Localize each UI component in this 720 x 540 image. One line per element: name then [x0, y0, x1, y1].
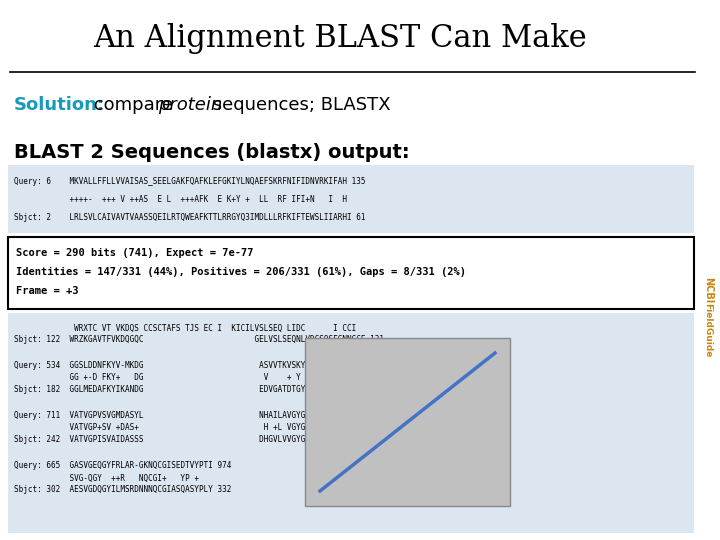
Text: Query: 711  VATVGPVSVGMDASYL                         NHAILAVGYGTENGKDYVLIKKSW 83: Query: 711 VATVGPVSVGMDASYL NHAILAVGYGTE…	[14, 410, 389, 420]
FancyBboxPatch shape	[305, 338, 510, 506]
Text: Sbjct: 2    LRLSVLCAIVAVTVAASSQEILRTQWEAFKTTLRRGYQ3IMDLLLRFKIFTEWSLIIARHI 61: Sbjct: 2 LRLSVLCAIVAVTVAASSQEILRTQWEAFKT…	[14, 213, 366, 222]
Text: Score = 290 bits (741), Expect = 7e-77: Score = 290 bits (741), Expect = 7e-77	[16, 248, 253, 258]
Text: Solution:: Solution:	[14, 96, 105, 114]
Text: protein: protein	[158, 96, 222, 114]
Text: Frame = +3: Frame = +3	[16, 286, 78, 296]
FancyBboxPatch shape	[8, 165, 694, 233]
Text: Query: 665  GASVGEQGYFRLAR-GKNQCGISEDTVYPTI 974: Query: 665 GASVGEQGYFRLAR-GKNQCGISEDTVYP…	[14, 461, 231, 469]
Text: BLAST 2 Sequences (blastx) output:: BLAST 2 Sequences (blastx) output:	[14, 143, 410, 161]
Text: Sbjct: 302  AESVGDQGYILMSRDNNNQCGIASQASYPLY 332: Sbjct: 302 AESVGDQGYILMSRDNNNQCGIASQASYP…	[14, 485, 231, 495]
Text: SVG-QGY  ++R   NQCGI+   YP +: SVG-QGY ++R NQCGI+ YP +	[14, 474, 199, 483]
Text: Query: 6    MKVALLFFLLVVAISAS_SEELGAKFQAFKLEFGKIYLNQAEFSKRFNIFIDNVRKIFAH 135: Query: 6 MKVALLFFLLVVAISAS_SEELGAKFQAFKL…	[14, 178, 366, 186]
Text: Sbjct: 122  WRZKGAVTFVKDQGQC                        GELVSLSEQNLVDCSQSFGNNGCE 131: Sbjct: 122 WRZKGAVTFVKDQGQC GELVSLSEQNLV…	[14, 335, 384, 345]
FancyBboxPatch shape	[8, 313, 694, 533]
Text: VATVGP+SV +DAS+                           H +L VGYG + GK YV-+KNSW: VATVGP+SV +DAS+ H +L VGYG + GK YV-+KNSW	[14, 423, 370, 433]
Text: WRXTC VT VKDQS CCSCTAFS TJS EC I  KICILVSLSEQ LIDC      I CCI: WRXTC VT VKDQS CCSCTAFS TJS EC I KICILVS…	[14, 323, 356, 333]
Text: Sbjct: 182  GGLMEDAFKYIKANDG                         EDVGATDTGYVEIKAG3EVDLKRA 24: Sbjct: 182 GGLMEDAFKYIKANDG EDVGATDTGYVE…	[14, 386, 389, 395]
Text: compare: compare	[88, 96, 179, 114]
FancyBboxPatch shape	[8, 237, 694, 309]
Text: Query: 534  GGSLDDNFKYV-MKDG                         ASVVTKVSKYTSIPAEDEDALLEA 71: Query: 534 GGSLDDNFKYV-MKDG ASVVTKVSKYTS…	[14, 361, 389, 369]
Text: An Alignment BLAST Can Make: An Alignment BLAST Can Make	[93, 23, 587, 53]
Text: sequences; BLASTX: sequences; BLASTX	[207, 96, 391, 114]
Text: FieldGuide: FieldGuide	[703, 303, 713, 357]
Text: ++++-  +++ V ++AS  E L  +++AFK  E K+Y +  LL  RF IFI+N   I  H: ++++- +++ V ++AS E L +++AFK E K+Y + LL R…	[14, 195, 347, 205]
Text: Sbjct: 242  VATVGPISVAIDASSS                         DHGVLVVGYGNKGGKKYVLVKNSW 30: Sbjct: 242 VATVGPISVAIDASSS DHGVLVVGYGNK…	[14, 435, 389, 444]
Text: Identities = 147/331 (44%), Positives = 206/331 (61%), Gaps = 8/331 (2%): Identities = 147/331 (44%), Positives = …	[16, 267, 466, 277]
Text: NCBI: NCBI	[703, 277, 713, 303]
Text: GG +-D FKY+   DG                          V    + Y  I A  L  L +A: GG +-D FKY+ DG V + Y I A L L +A	[14, 374, 366, 382]
